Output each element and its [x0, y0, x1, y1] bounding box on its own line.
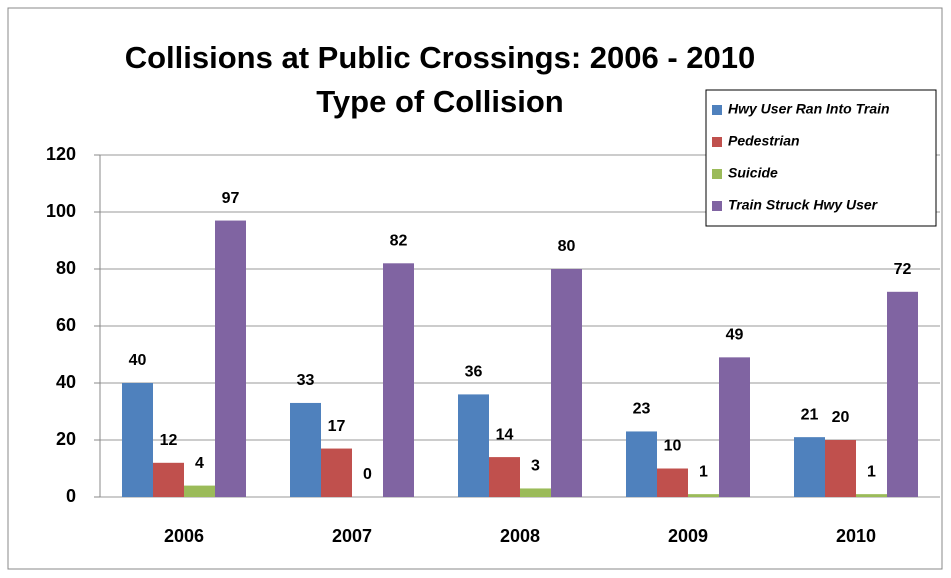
bar: [215, 220, 246, 498]
bar: [688, 494, 719, 497]
bar: [489, 457, 520, 497]
y-tick-label: 120: [46, 144, 76, 164]
data-label: 1: [867, 463, 876, 480]
data-label: 17: [328, 418, 346, 435]
bar: [551, 269, 582, 497]
bar: [887, 291, 918, 497]
data-label: 21: [801, 406, 819, 423]
bar: [122, 383, 153, 497]
bar: [794, 437, 825, 497]
legend-label: Suicide: [728, 165, 778, 181]
data-label: 4: [195, 455, 204, 472]
legend-swatch: [712, 137, 722, 147]
x-tick-label: 2009: [668, 526, 708, 546]
legend-label: Train Struck Hwy User: [728, 197, 879, 213]
legend-box: [705, 89, 937, 227]
y-tick-label: 80: [56, 258, 76, 278]
data-label: 12: [160, 432, 178, 449]
data-label: 23: [633, 401, 651, 418]
x-tick-label: 2010: [836, 526, 876, 546]
data-label: 72: [894, 261, 912, 278]
data-label: 33: [297, 372, 315, 389]
data-label: 82: [390, 233, 408, 250]
bar: [626, 431, 657, 497]
y-tick-label: 100: [46, 201, 76, 221]
y-tick-label: 0: [66, 486, 76, 506]
bar: [383, 263, 414, 497]
y-tick-label: 20: [56, 429, 76, 449]
bar: [153, 462, 184, 497]
x-tick-label: 2006: [164, 526, 204, 546]
bar: [657, 468, 688, 497]
legend-label: Hwy User Ran Into Train: [728, 101, 890, 117]
bar: [458, 394, 489, 497]
legend: Hwy User Ran Into Train Pedestrian Suicide…: [705, 89, 937, 227]
legend-swatch: [712, 201, 722, 211]
bar: [856, 494, 887, 497]
data-label: 40: [129, 352, 147, 369]
legend-swatch: [712, 169, 722, 179]
data-label: 14: [496, 426, 514, 443]
y-tick-label: 60: [56, 315, 76, 335]
legend-swatch: [712, 105, 722, 115]
x-tick-label: 2007: [332, 526, 372, 546]
data-label: 36: [465, 364, 483, 381]
bar: [290, 402, 321, 497]
data-label: 3: [531, 458, 540, 475]
data-label: 97: [222, 190, 240, 207]
data-label: 1: [699, 463, 708, 480]
chart-title: Collisions at Public Crossings: 2006 - 2…: [125, 40, 756, 75]
legend-label: Pedestrian: [728, 133, 800, 149]
data-label: 80: [558, 238, 576, 255]
bar: [719, 357, 750, 497]
data-label: 0: [363, 466, 372, 483]
x-tick-label: 2008: [500, 526, 540, 546]
bar: [184, 485, 215, 497]
bar: [825, 440, 856, 497]
data-label: 20: [832, 409, 850, 426]
bar: [520, 488, 551, 497]
y-tick-label: 40: [56, 372, 76, 392]
data-label: 10: [664, 438, 682, 455]
chart-subtitle: Type of Collision: [316, 84, 563, 119]
bar: [321, 448, 352, 497]
data-label: 49: [726, 327, 744, 344]
